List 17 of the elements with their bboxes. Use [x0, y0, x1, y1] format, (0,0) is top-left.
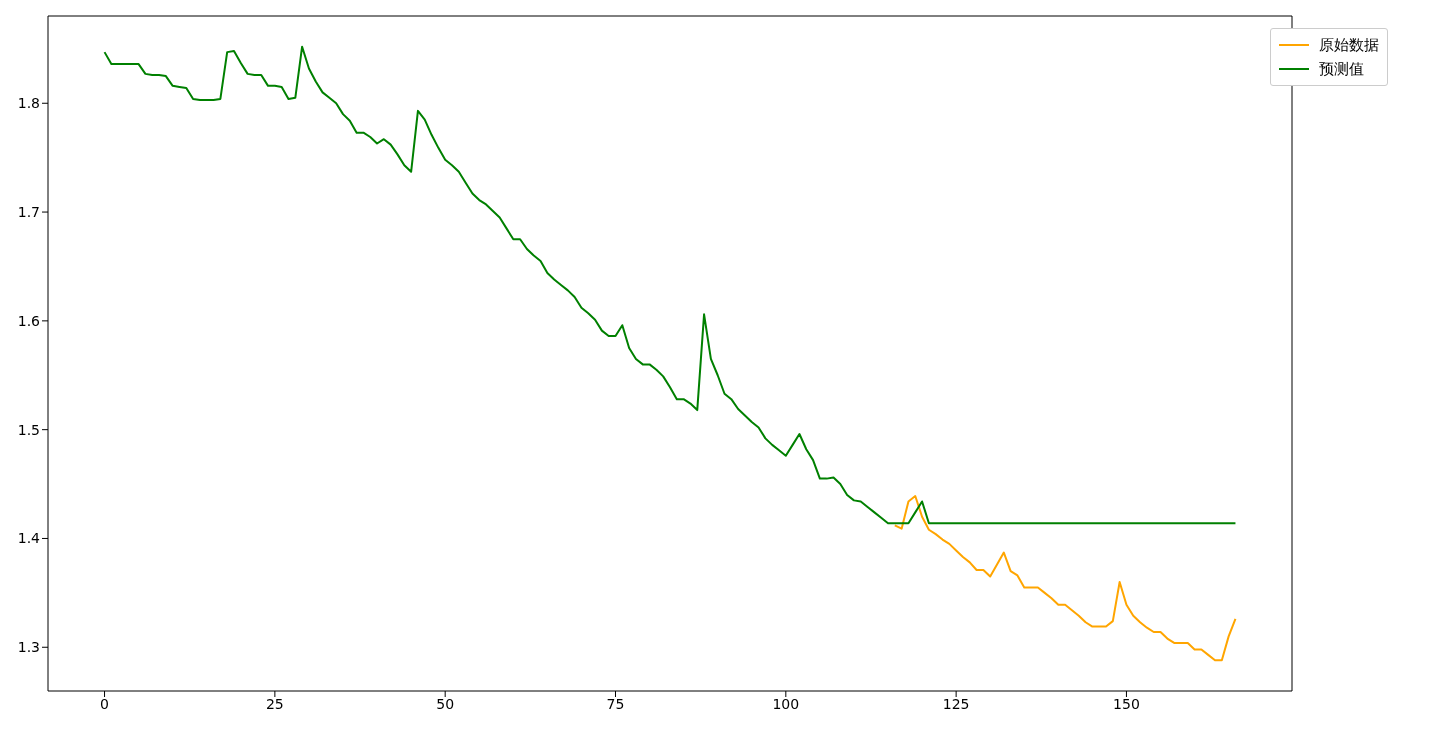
y-tick-label: 1.3 — [17, 639, 40, 656]
legend-label: 原始数据 — [1319, 35, 1379, 56]
x-tick-label: 150 — [1113, 695, 1140, 712]
x-tick-label: 75 — [606, 695, 625, 712]
x-tick-label: 0 — [100, 695, 110, 712]
y-tick-label: 1.4 — [17, 530, 41, 547]
y-tick-label: 1.8 — [17, 95, 40, 112]
x-tick-label: 25 — [265, 695, 284, 712]
x-tick-label: 50 — [436, 695, 455, 712]
line-series — [103, 45, 1237, 525]
y-tick-label: 1.5 — [17, 421, 40, 438]
x-tick-label: 125 — [942, 695, 970, 712]
y-tick-label: 1.6 — [17, 312, 41, 329]
legend-label: 预测值 — [1319, 59, 1364, 80]
y-tick-label: 1.7 — [17, 204, 40, 221]
line-series — [893, 495, 1237, 662]
x-tick-label: 100 — [772, 695, 800, 712]
